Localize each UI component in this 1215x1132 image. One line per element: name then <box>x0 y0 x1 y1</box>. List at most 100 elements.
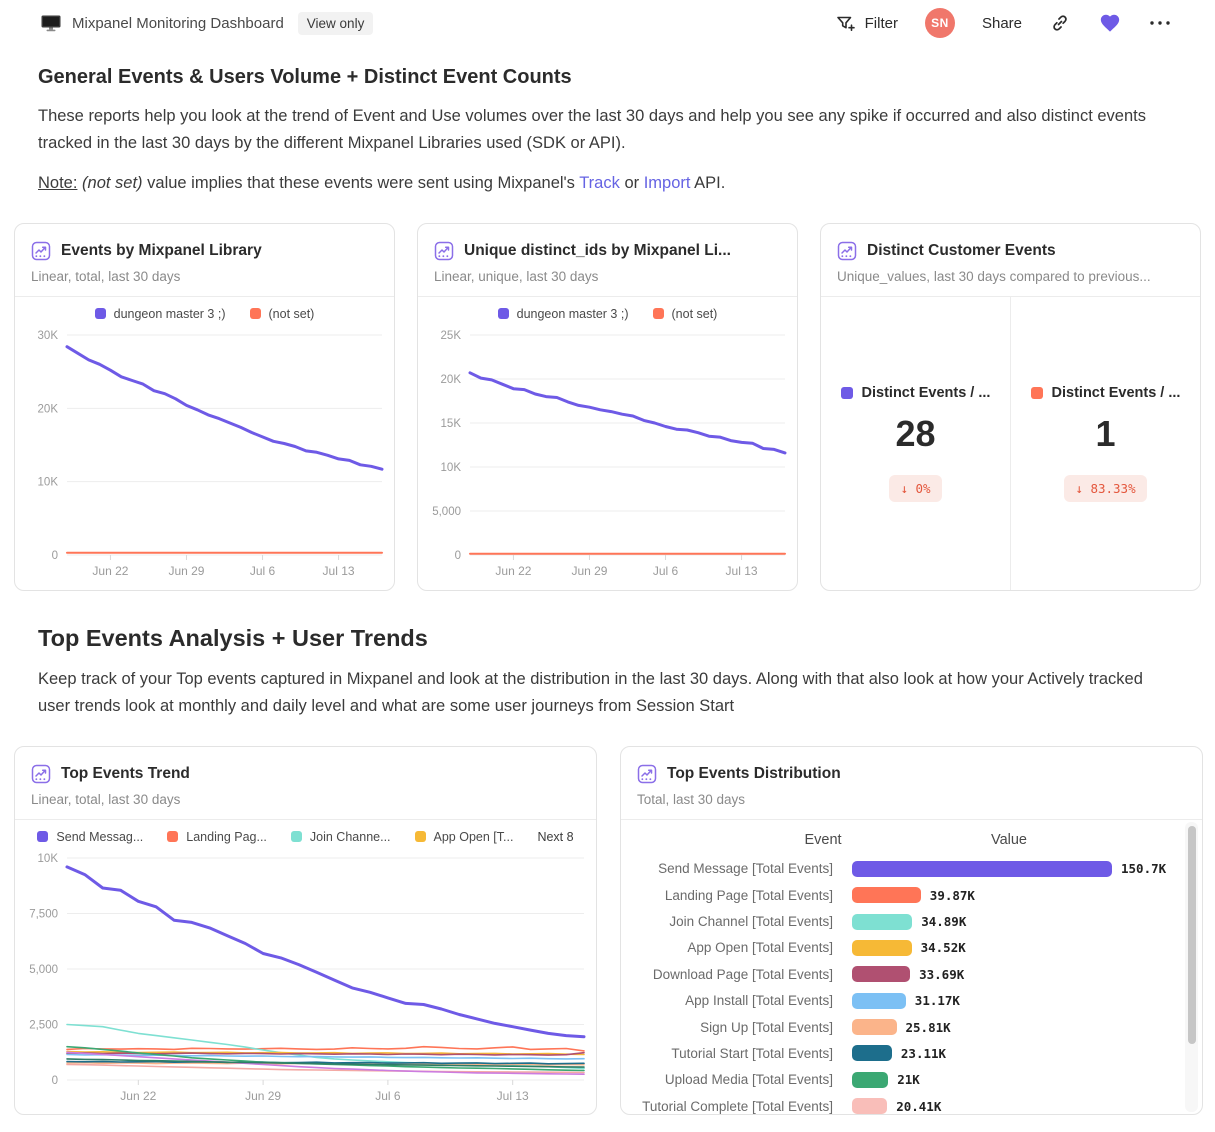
note-suffix: API. <box>690 173 726 192</box>
legend-item[interactable]: (not set) <box>249 307 314 321</box>
svg-text:15K: 15K <box>441 418 462 430</box>
metric-swatch-icon <box>1030 387 1043 400</box>
share-button[interactable]: Share <box>982 15 1022 32</box>
svg-text:25K: 25K <box>441 330 462 342</box>
table-body: Send Message [Total Events] 150.7K Landing… <box>621 856 1202 1114</box>
legend-swatch-icon <box>37 831 49 843</box>
legend-swatch-icon <box>414 831 426 843</box>
metric-label-text: Distinct Events / ... <box>1051 385 1181 402</box>
svg-text:Jul 13: Jul 13 <box>497 1089 529 1103</box>
svg-text:20K: 20K <box>441 374 462 386</box>
value-bar <box>852 939 912 956</box>
table-row[interactable]: Landing Page [Total Events] 39.87K <box>621 882 1202 908</box>
table-row[interactable]: Upload Media [Total Events] 21K <box>621 1067 1202 1093</box>
share-label: Share <box>981 14 1022 32</box>
svg-text:Jul 6: Jul 6 <box>653 564 679 578</box>
table-row[interactable]: Download Page [Total Events] 33.69K <box>621 961 1202 987</box>
table-row[interactable]: App Open [Total Events] 34.52K <box>621 935 1202 961</box>
report-chart-icon <box>837 241 857 261</box>
svg-text:Jun 29: Jun 29 <box>168 564 204 578</box>
table-header: Event Value <box>621 820 1202 856</box>
copy-link-icon[interactable] <box>1049 12 1071 34</box>
line-chart-events-by-library[interactable]: 0 10K 20K 30K Jun 22 Jun 29 Jul 6 Jul 13 <box>15 321 394 585</box>
metric-label: Distinct Events / ... <box>840 385 990 401</box>
table-row[interactable]: Tutorial Start [Total Events] 23.11K <box>621 1040 1202 1066</box>
filter-icon <box>835 13 857 34</box>
legend-item[interactable]: dungeon master 3 ;) <box>94 307 226 321</box>
metric-label: Distinct Events / ... <box>1030 385 1181 402</box>
legend-more-button[interactable]: Next 8 <box>537 829 574 844</box>
metric-value: 28 <box>895 413 936 455</box>
value-bar <box>852 966 911 983</box>
report-chart-icon <box>434 241 454 261</box>
table-row[interactable]: Sign Up [Total Events] 25.81K <box>621 1014 1202 1040</box>
svg-text:0: 0 <box>455 550 461 562</box>
card-subtitle: Unique_values, last 30 days compared to … <box>837 268 1151 284</box>
legend-label: Send Messag... <box>56 829 144 844</box>
table-row[interactable]: Tutorial Complete [Total Events] 20.41K <box>621 1093 1202 1114</box>
value-bar <box>852 860 1112 877</box>
card-subtitle: Linear, total, last 30 days <box>31 268 181 284</box>
svg-text:Jul 13: Jul 13 <box>726 564 758 578</box>
scrollbar-thumb[interactable] <box>1187 825 1196 1044</box>
report-chart-icon <box>637 764 657 784</box>
column-header-event: Event <box>804 831 842 848</box>
svg-text:Jun 29: Jun 29 <box>245 1089 281 1103</box>
topbar: Mixpanel Monitoring Dashboard View only … <box>0 0 1215 46</box>
more-options-icon[interactable] <box>1149 20 1171 26</box>
track-link[interactable]: Track <box>579 173 620 192</box>
event-label: Tutorial Complete [Total Events] <box>642 1098 833 1114</box>
favorite-heart-icon[interactable] <box>1098 12 1122 34</box>
metric-value: 1 <box>1095 413 1116 455</box>
metric-swatch-icon <box>840 387 853 400</box>
card-title[interactable]: Unique distinct_ids by Mixpanel Li... <box>464 241 731 259</box>
table-row[interactable]: Send Message [Total Events] 150.7K <box>621 856 1202 882</box>
svg-text:Jul 6: Jul 6 <box>375 1089 401 1103</box>
section-description: Keep track of your Top events captured i… <box>38 669 1143 715</box>
metric-delta-badge: ↓ 83.33% <box>1064 475 1147 503</box>
note-text: Note: (not set) value implies that these… <box>38 174 1177 193</box>
svg-text:20K: 20K <box>38 403 59 415</box>
value-text: 150.7K <box>1121 861 1167 877</box>
card-title[interactable]: Top Events Distribution <box>667 764 841 782</box>
legend-label: Join Channe... <box>309 829 391 844</box>
event-label: Sign Up [Total Events] <box>700 1019 833 1035</box>
value-text: 39.87K <box>929 887 975 903</box>
legend-item[interactable]: Join Channe... <box>290 829 391 844</box>
card-title[interactable]: Events by Mixpanel Library <box>61 241 262 259</box>
card-title[interactable]: Top Events Trend <box>61 764 190 782</box>
note-or: or <box>619 173 644 192</box>
filter-label: Filter <box>864 14 898 32</box>
value-text: 31.17K <box>914 993 960 1009</box>
line-chart-unique-distinct-ids[interactable]: 0 5,000 10K 15K 20K 25K Jun 22 Jun 29 Jul 6 Jul 1… <box>418 321 797 585</box>
card-top-events-trend: Top Events Trend Linear, total, last 30 … <box>14 745 597 1115</box>
legend-item[interactable]: Send Messag... <box>37 830 143 844</box>
svg-text:5,000: 5,000 <box>432 506 461 518</box>
svg-text:Jul 13: Jul 13 <box>323 564 355 578</box>
event-label: App Open [Total Events] <box>687 940 833 956</box>
legend-item[interactable]: dungeon master 3 ;) <box>497 307 629 321</box>
monitor-icon <box>40 13 62 33</box>
svg-text:0: 0 <box>52 550 58 562</box>
avatar[interactable]: SN <box>924 8 955 38</box>
svg-text:Jun 22: Jun 22 <box>92 564 128 578</box>
event-label: Join Channel [Total Events] <box>669 914 833 930</box>
import-link[interactable]: Import <box>643 173 691 192</box>
chart-legend: dungeon master 3 ;) (not set) <box>15 297 394 321</box>
section-description: These reports help you look at the trend… <box>38 107 1146 152</box>
view-only-badge: View only <box>297 11 374 35</box>
card-title[interactable]: Distinct Customer Events <box>867 241 1056 259</box>
legend-item[interactable]: App Open [T... <box>414 830 513 844</box>
value-bar <box>852 1071 889 1088</box>
svg-text:10K: 10K <box>38 853 59 865</box>
table-row[interactable]: App Install [Total Events] 31.17K <box>621 988 1202 1014</box>
legend-item[interactable]: (not set) <box>652 307 717 321</box>
section-title-general-events: General Events & Users Volume + Distinct… <box>38 66 572 88</box>
svg-text:30K: 30K <box>38 330 59 342</box>
table-row[interactable]: Join Channel [Total Events] 34.89K <box>621 908 1202 934</box>
note-label: Note: <box>38 173 78 192</box>
legend-item[interactable]: Landing Pag... <box>167 830 267 844</box>
filter-button[interactable]: Filter <box>835 13 898 34</box>
event-label: Tutorial Start [Total Events] <box>671 1045 833 1061</box>
line-chart-top-events-trend[interactable]: 0 2,500 5,000 7,500 10K Jun 22 Jun 29 Jul 6 Jul … <box>15 844 596 1110</box>
